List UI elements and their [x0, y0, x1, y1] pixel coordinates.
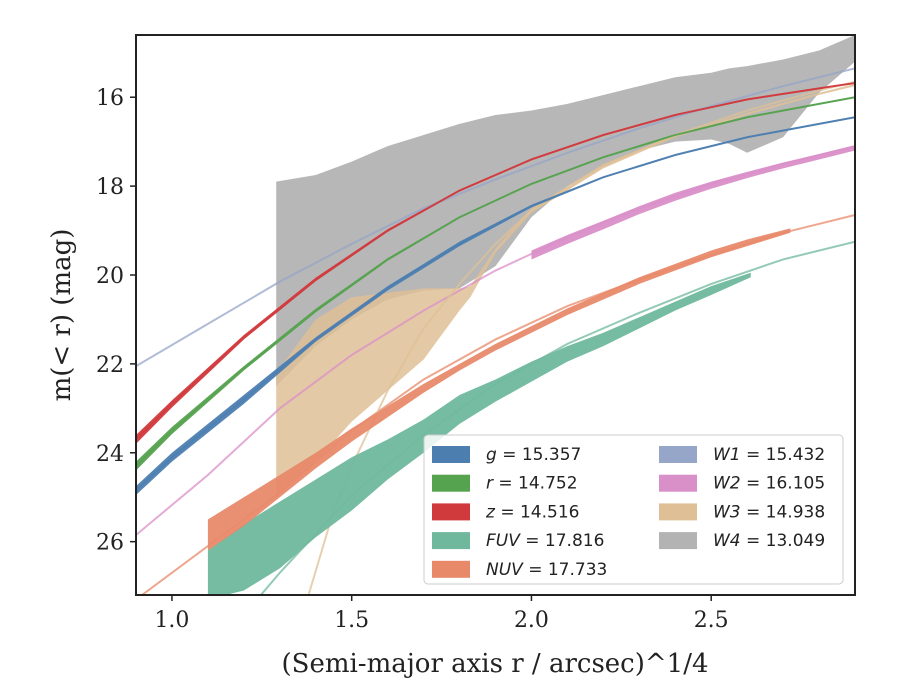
y-axis-title: m(< r) (mag) [47, 229, 77, 402]
legend-swatch-g [432, 446, 470, 463]
legend-swatch-w1 [659, 446, 697, 463]
series-model-line-w1 [136, 67, 855, 367]
legend-swatch-nuv [432, 560, 470, 578]
series-band-fuv [207, 272, 751, 595]
legend-swatch-fuv [432, 532, 470, 550]
legend-swatch-w3 [659, 503, 697, 521]
legend-label-w4: W4 = 13.049 [713, 531, 825, 551]
x-tick-label: 1.5 [334, 608, 369, 633]
legend-label-w2: W2 = 16.105 [713, 474, 825, 494]
legend: g = 15.357 r = 14.752 z = 14.516 FUV = 17.8… [423, 434, 844, 585]
legend-label-w3: W3 = 14.938 [713, 502, 825, 522]
x-axis: 1.0 1.5 2.0 2.5 [154, 595, 729, 633]
y-tick-label: 24 [96, 442, 124, 467]
y-axis: 16 18 20 22 24 26 [96, 86, 136, 556]
x-tick-label: 2.0 [514, 608, 549, 633]
legend-label-r: r = 14.752 [486, 474, 578, 494]
x-tick-label: 2.5 [694, 608, 729, 633]
y-tick-label: 16 [96, 86, 124, 111]
series-band-w2 [531, 145, 855, 260]
legend-swatch-r [432, 474, 470, 492]
legend-swatch-w4 [659, 532, 697, 550]
y-tick-label: 26 [96, 531, 124, 556]
y-tick-label: 20 [96, 264, 124, 289]
plot-area [136, 35, 855, 595]
y-tick-label: 22 [96, 353, 124, 378]
legend-label-w1: W1 = 15.432 [713, 445, 825, 465]
legend-label-g: g = 15.357 [486, 445, 581, 465]
axes-frame [135, 34, 856, 596]
legend-box [423, 434, 844, 585]
x-axis-title-main: (Semi-major axis r / arcsec)^1/4 [281, 649, 708, 679]
legend-swatch-z [432, 503, 470, 521]
y-tick-label: 18 [96, 175, 124, 200]
legend-label-fuv: FUV = 17.816 [486, 531, 604, 551]
legend-swatch-w2 [659, 474, 697, 492]
x-tick-label: 1.0 [154, 608, 189, 633]
legend-label-nuv: NUV = 17.733 [486, 560, 607, 580]
x-axis-title: (Semi-major axis r / arcsec)^1/4 [281, 649, 708, 679]
legend-label-z: z = 14.516 [485, 502, 579, 522]
